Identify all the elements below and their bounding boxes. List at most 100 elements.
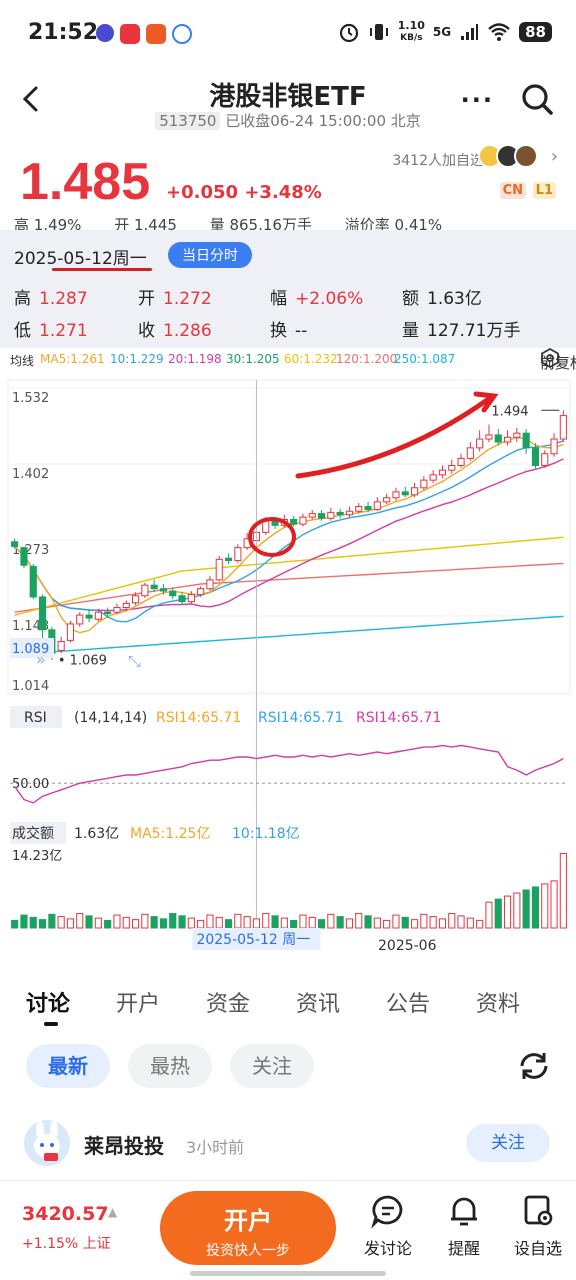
volume-bar bbox=[317, 919, 326, 929]
alarm-icon bbox=[339, 23, 358, 43]
kline-chart[interactable]: 1.532 1.402 1.273 1.143 1.014 1.494 • 1.069 1.0… bbox=[0, 372, 576, 962]
volume-bar bbox=[336, 916, 344, 929]
volume-bar bbox=[485, 901, 493, 929]
tab-discussion[interactable]: 讨论 bbox=[26, 992, 71, 1017]
annotation-circle bbox=[248, 517, 296, 557]
volume-bar bbox=[420, 913, 428, 929]
candle-body bbox=[364, 506, 372, 510]
candle-body bbox=[392, 491, 400, 499]
post-discussion-button[interactable]: 发讨论 bbox=[356, 1193, 420, 1259]
app-notification-icon bbox=[146, 24, 166, 44]
volume-bar bbox=[457, 915, 465, 929]
volume-bar bbox=[159, 918, 168, 929]
volume-bar bbox=[392, 914, 400, 929]
status-indicators: 1.10 KB/s 5G 88 bbox=[338, 20, 552, 44]
tab-profile[interactable]: 资料 bbox=[476, 992, 521, 1017]
filter-latest[interactable]: 最新 bbox=[26, 1044, 110, 1088]
candle-body bbox=[290, 518, 298, 525]
price-change: +0.050 +3.48% bbox=[166, 182, 322, 203]
follower-avatars[interactable] bbox=[478, 144, 538, 168]
candle-body bbox=[206, 579, 214, 590]
filter-hot[interactable]: 最热 bbox=[128, 1044, 212, 1088]
security-code: 513750 bbox=[155, 112, 221, 130]
rsi-params: (14,14,14) bbox=[74, 710, 147, 726]
ma20-line bbox=[14, 458, 564, 612]
refresh-icon[interactable] bbox=[516, 1048, 552, 1084]
tab-open-account[interactable]: 开户 bbox=[116, 992, 161, 1017]
index-value[interactable]: 3420.57 bbox=[22, 1203, 109, 1225]
post-time: 3小时前 bbox=[186, 1138, 245, 1157]
chevron-right-icon[interactable]: › bbox=[550, 146, 558, 167]
quote-summary: 1.485 +0.050 +3.48% 3412人加自选 › CN L1 bbox=[0, 144, 576, 228]
candle-body bbox=[66, 623, 75, 641]
volume-bar bbox=[38, 919, 47, 929]
app-notification-icon bbox=[120, 24, 140, 44]
back-arrow-icon[interactable] bbox=[18, 84, 44, 114]
volume-bar bbox=[466, 917, 474, 929]
volume-max-label: 14.23亿 bbox=[12, 849, 62, 864]
volume-bar bbox=[494, 898, 502, 929]
volume-label: 成交额 bbox=[12, 825, 54, 842]
candle-body bbox=[383, 497, 391, 503]
day-info-panel: 2025-05-12周一 当日分时 高 1.287 开 1.272 幅 +2.06% … bbox=[0, 230, 576, 348]
rabbit-avatar-icon bbox=[34, 1121, 60, 1161]
candle-body bbox=[57, 641, 65, 651]
intraday-button[interactable]: 当日分时 bbox=[168, 242, 252, 268]
battery-level: 88 bbox=[519, 22, 552, 42]
bottom-bar: 3420.57 ▲ +1.15% 上证 开户 投资快人一步 发讨论 提醒 设自选 bbox=[0, 1180, 576, 1280]
followers-count[interactable]: 3412人加自选 bbox=[392, 153, 484, 169]
post-item[interactable]: 莱昂投投 3小时前 关注 bbox=[0, 1118, 576, 1174]
signal-icon bbox=[461, 24, 479, 40]
candle-body bbox=[85, 614, 93, 619]
stat-turnover: 换 -- bbox=[270, 321, 308, 341]
tab-capital[interactable]: 资金 bbox=[206, 992, 251, 1017]
more-icon[interactable]: ··· bbox=[460, 86, 494, 114]
x-date-marker-bg bbox=[192, 928, 321, 950]
follow-button[interactable]: 关注 bbox=[466, 1124, 550, 1162]
volume-bar bbox=[476, 919, 484, 929]
open-account-button[interactable]: 开户 投资快人一步 bbox=[160, 1191, 336, 1265]
settings-hex-icon bbox=[541, 348, 559, 368]
candle-body bbox=[197, 588, 205, 596]
alert-button[interactable]: 提醒 bbox=[432, 1193, 496, 1259]
avatar[interactable] bbox=[24, 1120, 70, 1166]
candle-body bbox=[299, 516, 307, 525]
active-tab-indicator bbox=[44, 1022, 58, 1026]
candle-body bbox=[131, 595, 140, 604]
volume-ma5: MA5:1.25亿 bbox=[130, 826, 210, 842]
filter-following[interactable]: 关注 bbox=[230, 1044, 314, 1088]
stat-open: 开 1.272 bbox=[138, 289, 212, 309]
volume-bar bbox=[141, 913, 149, 929]
rsi-value: RSI14:65.71 bbox=[156, 710, 241, 726]
y-tick-label: 1.014 bbox=[12, 679, 49, 694]
post-author[interactable]: 莱昂投投 bbox=[84, 1134, 164, 1158]
volume-bar bbox=[448, 913, 456, 929]
index-change[interactable]: +1.15% 上证 bbox=[22, 1236, 111, 1252]
volume-bar bbox=[29, 916, 37, 929]
volume-bar bbox=[11, 919, 19, 929]
volume-bar bbox=[438, 918, 447, 929]
volume-bar bbox=[410, 919, 419, 929]
volume-bar bbox=[280, 917, 288, 929]
app-notification-icon bbox=[172, 24, 192, 44]
ma-indicator-row[interactable]: 均线 MA5:1.261 10:1.229 20:1.198 30:1.205 … bbox=[0, 348, 576, 372]
candle-body bbox=[448, 464, 456, 471]
annotation-arrowhead bbox=[473, 391, 499, 413]
rsi-level-label: 50.00 bbox=[12, 777, 49, 792]
page-subtitle: 513750 已收盘06-24 15:00:00 北京 bbox=[0, 110, 576, 131]
tab-announcements[interactable]: 公告 bbox=[386, 992, 431, 1017]
tab-news[interactable]: 资讯 bbox=[296, 992, 341, 1017]
watchlist-gear-icon bbox=[524, 1195, 553, 1226]
search-icon[interactable] bbox=[520, 82, 554, 116]
ma10-line bbox=[14, 440, 564, 623]
candle-body bbox=[150, 584, 158, 590]
candle-body bbox=[178, 595, 186, 603]
adjust-mode-button[interactable]: 前复权 bbox=[540, 348, 576, 372]
watchlist-settings-button[interactable]: 设自选 bbox=[506, 1193, 570, 1259]
ma-value: 60:1.232 bbox=[284, 352, 338, 366]
volume-bar bbox=[531, 886, 540, 929]
quote-stats-row: 高 1.49% 开 1.445 量 865.16万手 溢价率 0.41% bbox=[14, 216, 443, 230]
candle-body bbox=[141, 584, 149, 597]
volume-bar bbox=[169, 913, 177, 929]
